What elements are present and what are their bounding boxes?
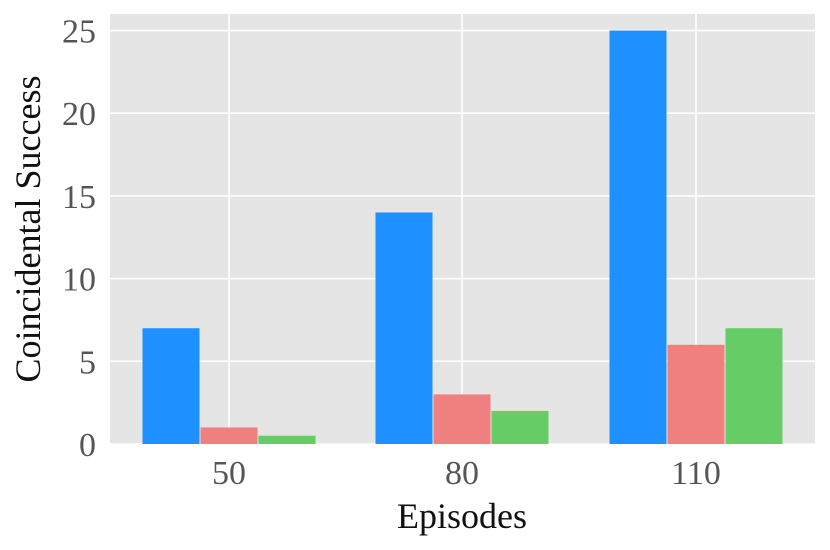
x-tick-label: 50 bbox=[212, 455, 246, 492]
x-axis-label: Episodes bbox=[397, 496, 527, 536]
bar-110-series-2 bbox=[667, 344, 725, 444]
bar-110-series-3 bbox=[725, 328, 783, 444]
bar-50-series-2 bbox=[200, 427, 258, 444]
x-tick-label: 80 bbox=[445, 455, 479, 492]
bar-80-series-1 bbox=[375, 212, 433, 444]
y-axis-label: Coincidental Success bbox=[8, 76, 48, 383]
y-tick-label: 15 bbox=[62, 179, 96, 216]
bar-80-series-2 bbox=[433, 394, 491, 444]
x-ticks: 50 80 110 bbox=[212, 455, 721, 492]
bars bbox=[142, 30, 783, 445]
y-tick-label: 5 bbox=[79, 344, 96, 381]
y-ticks: 0 5 10 15 20 25 bbox=[62, 14, 96, 464]
y-tick-label: 10 bbox=[62, 262, 96, 299]
y-tick-label: 20 bbox=[62, 96, 96, 133]
bar-110-series-1 bbox=[609, 30, 667, 445]
bar-50-series-3 bbox=[258, 435, 316, 444]
bar-80-series-3 bbox=[491, 410, 549, 444]
x-tick-label: 110 bbox=[671, 455, 721, 492]
y-tick-label: 0 bbox=[79, 427, 96, 464]
y-tick-label: 25 bbox=[62, 14, 96, 51]
bar-50-series-1 bbox=[142, 328, 200, 444]
